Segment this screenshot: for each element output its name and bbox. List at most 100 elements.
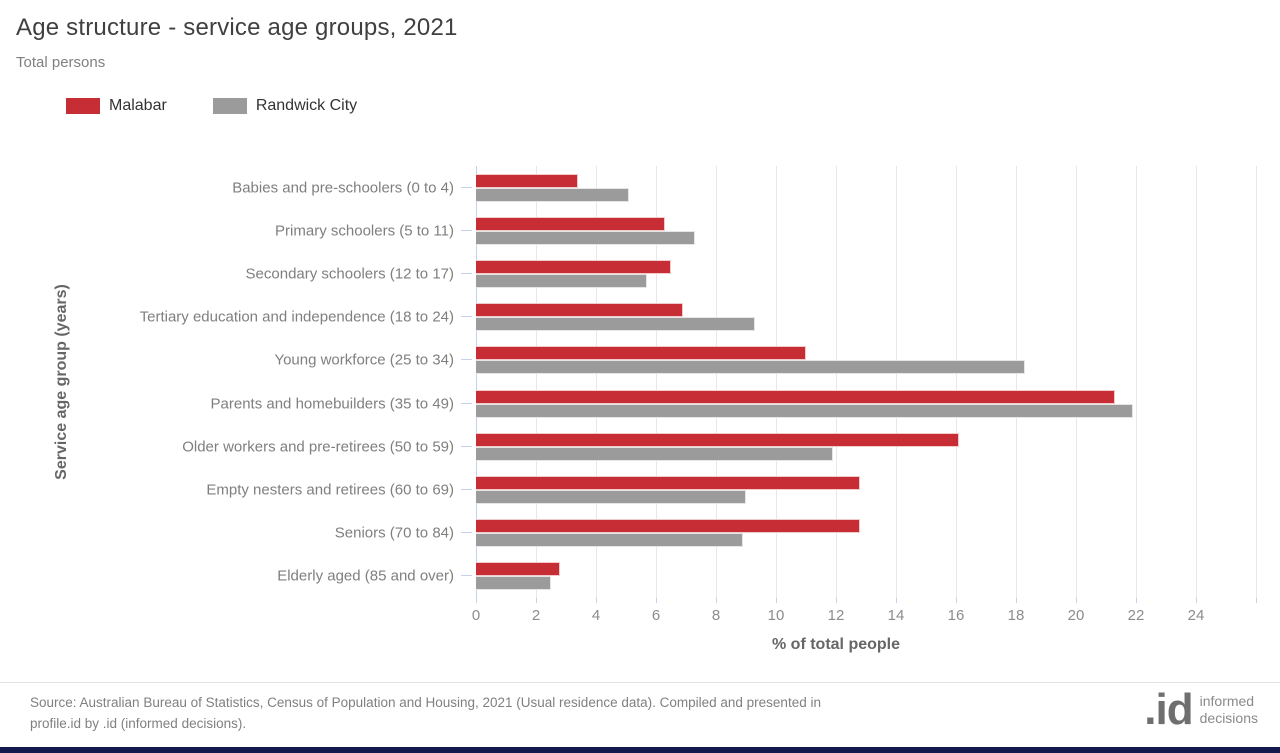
gridline: [536, 166, 537, 598]
category-label: Parents and homebuilders (35 to 49): [210, 395, 454, 413]
legend-label-malabar: Malabar: [109, 97, 167, 114]
gridline: [776, 166, 777, 598]
x-axis-tick: [1256, 598, 1257, 603]
source-footer: Source: Australian Bureau of Statistics,…: [0, 682, 1280, 747]
bar-malabar[interactable]: [476, 303, 683, 318]
bar-malabar[interactable]: [476, 389, 1115, 404]
category-tick: [461, 316, 472, 318]
gridline: [1076, 166, 1077, 598]
legend-swatch-malabar: [66, 98, 100, 114]
legend-item-malabar[interactable]: Malabar: [66, 97, 167, 115]
id-logo-line1: informed: [1199, 692, 1255, 709]
x-axis-tick: [596, 598, 597, 603]
gridline: [656, 166, 657, 598]
brand-bottom-bar: [0, 747, 1280, 753]
x-axis-tick-label: 16: [947, 607, 965, 624]
x-axis-tick-label: 8: [711, 607, 721, 624]
bar-randwick-city[interactable]: [476, 187, 629, 202]
legend-swatch-randwick-city: [212, 98, 247, 114]
bar-randwick-city[interactable]: [476, 360, 1025, 375]
bar-randwick-city[interactable]: [476, 533, 743, 548]
gridline: [596, 166, 597, 598]
plot-area: 0 2 4 6 8 10 12 14 16 18 20 22 24 Babies and pre-scho…: [140, 166, 1257, 624]
x-axis-tick: [1076, 598, 1077, 603]
x-axis-tick: [896, 598, 897, 603]
category-tick: [461, 272, 472, 274]
bar-randwick-city[interactable]: [476, 403, 1133, 418]
y-axis-title: Service age group (years): [53, 284, 70, 480]
x-axis-tick-label: 22: [1127, 607, 1145, 624]
chart-row: Babies and pre-schoolers (0 to 4): [232, 166, 1256, 209]
category-label: Primary schoolers (5 to 11): [275, 222, 454, 240]
category-label: Seniors (70 to 84): [334, 524, 454, 542]
bar-malabar[interactable]: [476, 346, 806, 361]
bar-malabar[interactable]: [476, 216, 665, 231]
y-axis-line: [476, 166, 477, 598]
id-informed-decisions-logo[interactable]: .id informed decisions: [1144, 688, 1258, 732]
bar-randwick-city[interactable]: [476, 446, 833, 461]
x-axis-tick-label: 18: [1007, 607, 1025, 624]
x-axis-tick-label: 2: [531, 607, 541, 624]
chart-row: Empty nesters and retirees (60 to 69): [206, 468, 1256, 511]
x-axis-tick-label: 14: [887, 607, 905, 624]
gridline: [716, 166, 717, 598]
chart-row: Tertiary education and independence (18 …: [140, 296, 1256, 339]
bar-malabar[interactable]: [476, 432, 959, 447]
x-axis-tick: [476, 598, 477, 603]
x-axis-tick: [1136, 598, 1137, 603]
category-tick: [461, 402, 472, 404]
bar-randwick-city[interactable]: [476, 576, 551, 591]
category-tick: [461, 575, 472, 577]
x-axis-tick-label: 4: [591, 607, 601, 624]
id-logo-line2: decisions: [1199, 710, 1258, 726]
bar-malabar[interactable]: [476, 173, 578, 188]
x-axis-tick-label: 10: [767, 607, 785, 624]
category-tick: [461, 532, 472, 534]
category-tick: [461, 488, 472, 490]
bar-malabar[interactable]: [476, 475, 860, 490]
bar-malabar[interactable]: [476, 519, 860, 534]
id-logo-text: informed decisions: [1200, 693, 1258, 728]
x-axis-tick: [656, 598, 657, 603]
id-logo-mark: .id: [1144, 685, 1193, 734]
x-axis-tick: [716, 598, 717, 603]
gridline: [1196, 166, 1197, 598]
legend-item-randwick-city[interactable]: Randwick City: [212, 97, 358, 115]
category-label: Secondary schoolers (12 to 17): [245, 265, 454, 283]
bar-malabar[interactable]: [476, 562, 560, 577]
gridline: [956, 166, 957, 598]
category-tick: [461, 359, 472, 361]
source-text-line2: profile.id by .id (informed decisions).: [30, 715, 247, 731]
chart-row: Secondary schoolers (12 to 17): [246, 252, 1256, 295]
chart-row: Primary schoolers (5 to 11): [275, 209, 1256, 252]
category-label: Babies and pre-schoolers (0 to 4): [232, 179, 454, 197]
x-axis-tick-label: 6: [651, 607, 661, 624]
chart-row: Elderly aged (85 and over): [277, 555, 1256, 598]
x-axis-tick: [1196, 598, 1197, 603]
page-title: Age structure - service age groups, 2021: [16, 14, 458, 41]
category-label: Older workers and pre-retirees (50 to 59…: [182, 438, 454, 456]
bar-randwick-city[interactable]: [476, 230, 695, 245]
x-axis-tick: [836, 598, 837, 603]
category-label: Empty nesters and retirees (60 to 69): [206, 481, 454, 499]
bar-randwick-city[interactable]: [476, 317, 755, 332]
gridline: [1256, 166, 1257, 598]
chart-subtitle: Total persons: [16, 54, 106, 71]
x-axis-tick-label: 0: [471, 607, 481, 624]
legend-label-randwick-city: Randwick City: [255, 97, 358, 114]
x-axis-tick-label: 20: [1067, 607, 1085, 624]
category-label: Tertiary education and independence (18 …: [139, 308, 454, 326]
chart-row: Young workforce (25 to 34): [274, 339, 1256, 382]
gridline: [836, 166, 837, 598]
x-axis-title: % of total people: [772, 636, 900, 653]
category-tick: [461, 445, 472, 447]
x-axis-tick: [1015, 598, 1017, 603]
bar-randwick-city[interactable]: [476, 489, 746, 504]
x-axis-tick-label: 24: [1187, 607, 1205, 624]
category-tick: [461, 186, 472, 188]
bar-malabar[interactable]: [476, 259, 671, 274]
chart-row: Older workers and pre-retirees (50 to 59…: [182, 425, 1256, 468]
x-axis-tick: [956, 598, 957, 603]
category-tick: [461, 229, 472, 231]
bar-randwick-city[interactable]: [476, 273, 647, 288]
